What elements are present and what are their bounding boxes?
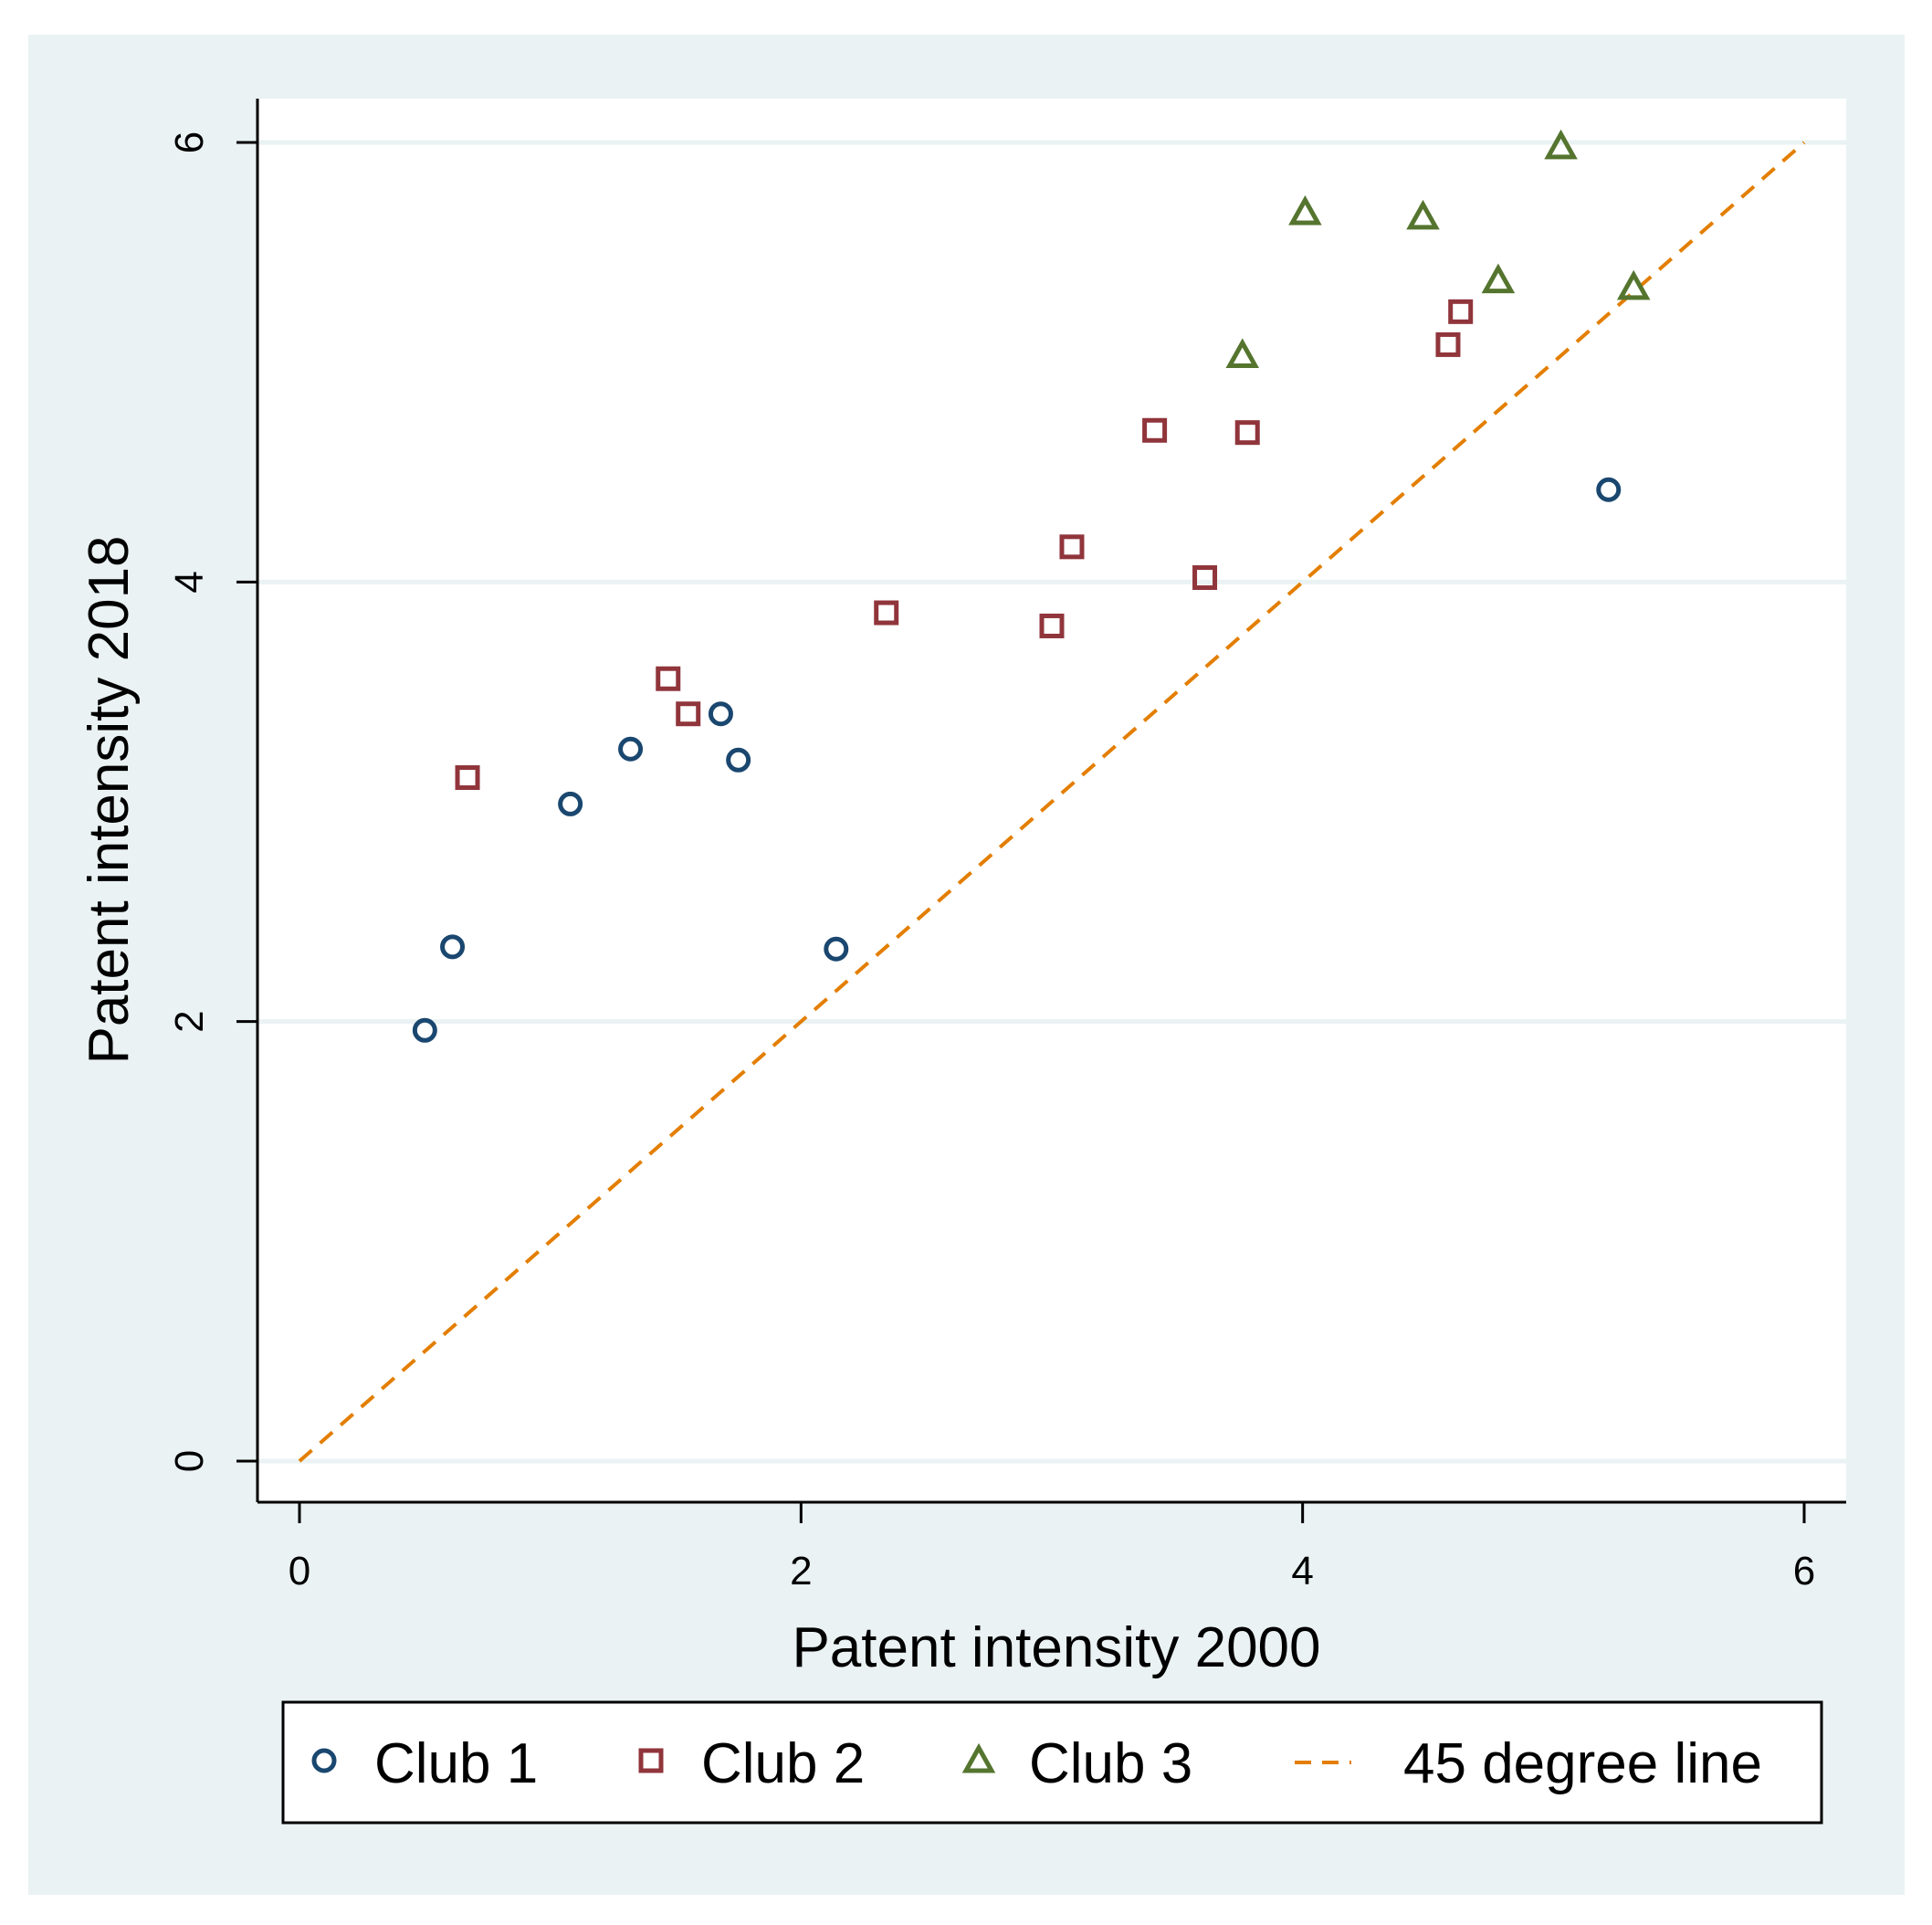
point-club-2 (1448, 299, 1474, 324)
series-45-degree-line (298, 141, 1806, 1463)
legend-label: 45 degree line (1403, 1732, 1762, 1795)
legend-key-circle-icon (311, 1748, 337, 1773)
point-club-1 (726, 747, 751, 773)
point-club-2 (874, 600, 899, 626)
point-club-2 (1435, 331, 1461, 357)
point-club-1 (1596, 477, 1622, 502)
data-points (412, 129, 1651, 1043)
point-club-3 (1406, 199, 1440, 230)
point-club-1 (824, 936, 849, 962)
point-club-2 (676, 701, 701, 727)
point-club-2 (455, 765, 480, 791)
legend-key-triangle-icon (961, 1742, 996, 1773)
y-tick-label: 6 (167, 131, 212, 153)
legend-box (281, 1700, 1823, 1825)
legend-label: Club 2 (701, 1732, 865, 1795)
y-tick-label: 2 (167, 1010, 212, 1032)
point-club-2 (656, 666, 681, 691)
point-club-1 (708, 701, 733, 727)
point-club-2 (1039, 613, 1065, 638)
point-club-2 (1234, 420, 1260, 446)
legend-label: Club 3 (1029, 1732, 1192, 1795)
45-degree-line-layer (298, 141, 1806, 1463)
point-club-1 (440, 934, 466, 960)
point-club-3 (1481, 263, 1516, 294)
legend-label: Club 1 (374, 1732, 538, 1795)
point-club-2 (1142, 417, 1168, 443)
x-axis-ticks: 0 2 4 6 (289, 1502, 1815, 1594)
legend: Club 1 Club 2 Club 3 45 degree line (311, 1732, 1762, 1795)
y-tick-label: 4 (167, 571, 212, 593)
point-club-2 (1192, 565, 1218, 591)
point-club-1 (618, 736, 644, 762)
point-club-3 (1616, 269, 1651, 300)
y-axis-ticks: 0 2 4 6 (167, 131, 257, 1472)
x-tick-label: 0 (289, 1549, 310, 1594)
point-club-3 (1544, 129, 1578, 160)
point-club-3 (1288, 195, 1322, 226)
legend-key-square-icon (638, 1748, 664, 1773)
x-tick-label: 6 (1793, 1549, 1815, 1594)
point-club-1 (558, 791, 583, 816)
y-tick-label: 0 (167, 1450, 212, 1472)
x-tick-label: 4 (1291, 1549, 1313, 1594)
point-club-1 (412, 1017, 437, 1043)
y-axis-title: Patent intensity 2018 (78, 535, 141, 1064)
point-club-3 (1225, 338, 1260, 368)
x-tick-label: 2 (790, 1549, 812, 1594)
point-club-2 (1059, 534, 1085, 560)
gridlines (257, 140, 1846, 1464)
x-axis-title: Patent intensity 2000 (792, 1616, 1320, 1679)
